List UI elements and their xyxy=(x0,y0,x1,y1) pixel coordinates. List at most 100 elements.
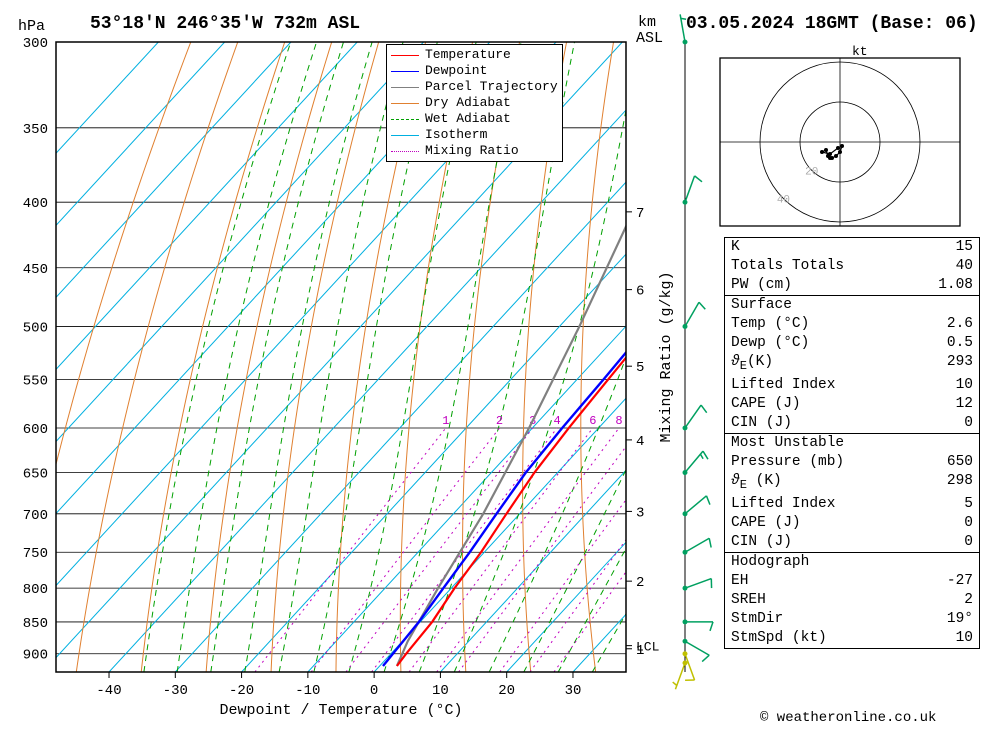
stats-row: PW (cm)1.08 xyxy=(725,276,979,295)
stats-section-header: Hodograph xyxy=(725,553,979,572)
stats-row: CAPE (J)12 xyxy=(725,395,979,414)
svg-text:20: 20 xyxy=(700,414,714,428)
svg-text:750: 750 xyxy=(23,546,48,562)
legend-label: Wet Adiabat xyxy=(425,111,511,127)
stats-row: Lifted Index5 xyxy=(725,495,979,514)
stats-label: StmDir xyxy=(731,610,929,629)
copyright: © weatheronline.co.uk xyxy=(760,710,936,726)
svg-text:-20: -20 xyxy=(229,683,254,699)
legend-swatch xyxy=(391,87,419,88)
svg-text:500: 500 xyxy=(23,320,48,336)
svg-text:10: 10 xyxy=(432,683,449,699)
stats-label: SREH xyxy=(731,591,929,610)
stats-value: 0 xyxy=(929,414,973,433)
stats-label: Temp (°C) xyxy=(731,315,929,334)
stats-label: Dewp (°C) xyxy=(731,334,929,353)
svg-text:6: 6 xyxy=(636,284,644,300)
stats-label: ϑE (K) xyxy=(731,472,929,495)
legend-row: Wet Adiabat xyxy=(391,111,558,127)
stats-label: EH xyxy=(731,572,929,591)
stats-label: CAPE (J) xyxy=(731,395,929,414)
stats-row: CIN (J)0 xyxy=(725,414,979,433)
stats-section-header: Most Unstable xyxy=(725,434,979,453)
stats-label: K xyxy=(731,238,929,257)
stats-value: 19° xyxy=(929,610,973,629)
legend-label: Dry Adiabat xyxy=(425,95,511,111)
svg-text:350: 350 xyxy=(23,122,48,138)
svg-text:4: 4 xyxy=(636,434,644,450)
legend-swatch xyxy=(391,103,419,104)
stats-row: StmSpd (kt)10 xyxy=(725,629,979,648)
legend-swatch xyxy=(391,71,419,72)
stats-label: CIN (J) xyxy=(731,533,929,552)
stats-value: 2.6 xyxy=(929,315,973,334)
stats-row: K15 xyxy=(725,238,979,257)
stats-value: 10 xyxy=(929,629,973,648)
legend-row: Parcel Trajectory xyxy=(391,79,558,95)
stats-value: 40 xyxy=(929,257,973,276)
legend: TemperatureDewpointParcel TrajectoryDry … xyxy=(386,44,563,162)
stats-row: ϑE (K)298 xyxy=(725,472,979,495)
legend-swatch xyxy=(391,135,419,136)
svg-text:Mixing Ratio (g/kg): Mixing Ratio (g/kg) xyxy=(658,271,675,442)
stats-row: Dewp (°C)0.5 xyxy=(725,334,979,353)
legend-swatch xyxy=(391,119,419,120)
stats-value: -27 xyxy=(929,572,973,591)
svg-text:10: 10 xyxy=(633,414,647,428)
stats-section-header: Surface xyxy=(725,296,979,315)
stats-value: 15 xyxy=(929,238,973,257)
svg-text:20: 20 xyxy=(498,683,515,699)
stats-value: 0 xyxy=(929,533,973,552)
legend-row: Mixing Ratio xyxy=(391,143,558,159)
svg-text:600: 600 xyxy=(23,422,48,438)
legend-label: Isotherm xyxy=(425,127,487,143)
svg-text:7: 7 xyxy=(636,206,644,222)
stats-label: CAPE (J) xyxy=(731,514,929,533)
stats-row: ϑE(K)293 xyxy=(725,353,979,376)
legend-row: Temperature xyxy=(391,47,558,63)
svg-text:650: 650 xyxy=(23,467,48,483)
legend-label: Mixing Ratio xyxy=(425,143,519,159)
stats-row: Totals Totals40 xyxy=(725,257,979,276)
stats-row: Lifted Index10 xyxy=(725,376,979,395)
stats-label: CIN (J) xyxy=(731,414,929,433)
legend-label: Dewpoint xyxy=(425,63,487,79)
svg-text:8: 8 xyxy=(615,414,622,428)
stats-row: CAPE (J)0 xyxy=(725,514,979,533)
svg-text:300: 300 xyxy=(23,36,48,52)
svg-text:LCL: LCL xyxy=(636,640,659,655)
svg-text:40: 40 xyxy=(777,195,790,207)
svg-text:1: 1 xyxy=(442,414,449,428)
legend-label: Temperature xyxy=(425,47,511,63)
stats-label: Pressure (mb) xyxy=(731,453,929,472)
stats-label: PW (cm) xyxy=(731,276,929,295)
stats-value: 0 xyxy=(929,514,973,533)
svg-text:6: 6 xyxy=(589,414,596,428)
legend-row: Dry Adiabat xyxy=(391,95,558,111)
stats-value: 10 xyxy=(929,376,973,395)
stats-value: 0.5 xyxy=(929,334,973,353)
stats-value: 293 xyxy=(929,353,973,376)
svg-text:2: 2 xyxy=(496,414,503,428)
svg-text:5: 5 xyxy=(636,360,644,376)
stats-row: Pressure (mb)650 xyxy=(725,453,979,472)
svg-text:Dewpoint / Temperature (°C): Dewpoint / Temperature (°C) xyxy=(219,702,462,719)
stats-value: 298 xyxy=(929,472,973,495)
svg-text:400: 400 xyxy=(23,196,48,212)
svg-text:-10: -10 xyxy=(295,683,320,699)
stats-label: Lifted Index xyxy=(731,495,929,514)
stats-row: EH-27 xyxy=(725,572,979,591)
legend-swatch xyxy=(391,55,419,56)
svg-text:700: 700 xyxy=(23,508,48,524)
legend-swatch xyxy=(391,151,419,152)
svg-text:30: 30 xyxy=(565,683,582,699)
legend-row: Dewpoint xyxy=(391,63,558,79)
stats-label: ϑE(K) xyxy=(731,353,929,376)
stats-value: 12 xyxy=(929,395,973,414)
svg-text:450: 450 xyxy=(23,262,48,278)
stats-value: 5 xyxy=(929,495,973,514)
svg-text:-40: -40 xyxy=(96,683,121,699)
stats-value: 1.08 xyxy=(929,276,973,295)
stats-row: CIN (J)0 xyxy=(725,533,979,552)
svg-text:850: 850 xyxy=(23,616,48,632)
